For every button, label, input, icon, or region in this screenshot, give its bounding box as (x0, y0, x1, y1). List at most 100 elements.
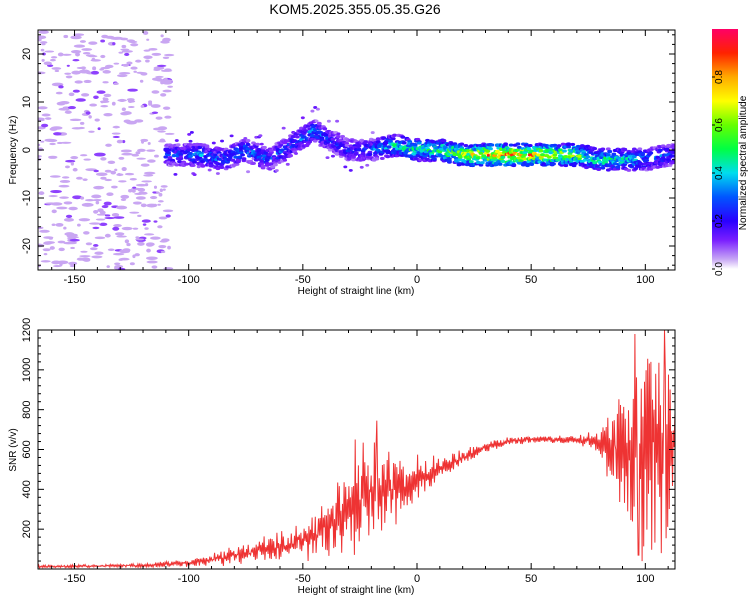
spectrogram-noise-cell (129, 262, 135, 266)
figure-title: KOM5.2025.355.05.35.G26 (269, 1, 440, 17)
spectrogram-noise-cell (91, 194, 102, 199)
spectrogram-noise-cell (129, 211, 140, 214)
spectrogram-noise-cell (137, 148, 146, 152)
spectrogram-ridge-cell (334, 152, 340, 156)
snr-marks (38, 330, 675, 569)
spectrogram-noise-cell (104, 216, 116, 220)
spectrogram-ridge-cell (611, 152, 617, 156)
spectrogram-cells (38, 30, 675, 270)
spectrogram-ridge-cell (184, 162, 189, 166)
spectrogram-ridge-cell (310, 109, 315, 113)
spectrogram-noise-cell (162, 106, 171, 110)
spectrogram-ridge-cell (188, 154, 193, 158)
spectrogram-ridge-cell (600, 166, 606, 170)
spectrogram-noise-cell (38, 191, 45, 196)
spectrogram-noise-cell (164, 115, 172, 119)
spectrogram-noise-cell (103, 113, 113, 117)
spectrogram-ridge-cell (441, 139, 447, 143)
spectrogram-noise-cell (122, 63, 129, 67)
spectrogram-noise-cell (68, 241, 78, 245)
spectrogram-y-tick-label: 20 (21, 48, 33, 60)
spectrogram-ridge-cell (219, 165, 225, 170)
spectrogram-ridge-cell (246, 170, 251, 174)
spectrogram-noise-cell (160, 40, 170, 44)
spectrogram-ridge-cell (600, 147, 606, 151)
spectrogram-marks (38, 30, 675, 270)
spectrogram-noise-cell (127, 88, 138, 92)
snr-y-tick-label: 400 (21, 480, 33, 498)
spectrogram-ridge-cell (268, 162, 274, 166)
spectrogram-ridge-cell (220, 160, 226, 164)
spectrogram-noise-cell (136, 71, 145, 74)
spectrogram-noise-cell (65, 159, 76, 163)
spectrogram-ridge-cell (259, 142, 264, 146)
spectrogram-noise-cell (162, 209, 174, 213)
spectrogram-noise-cell (153, 220, 158, 223)
spectrogram-ridge-cell (437, 150, 443, 154)
spectrogram-ridge-cell (526, 147, 532, 151)
spectrogram-noise-cell (153, 185, 158, 189)
spectrogram-noise-cell (102, 70, 111, 74)
spectrogram-noise-cell (143, 174, 154, 177)
spectrogram-noise-cell (94, 236, 106, 240)
spectrogram-noise-cell (135, 238, 145, 241)
spectrogram-noise-cell (81, 202, 94, 207)
spectrogram-ridge-cell (292, 139, 298, 143)
spectrogram-y-tick-label: -20 (21, 238, 33, 254)
spectrogram-x-tick-label: -150 (64, 274, 86, 286)
spectrogram-noise-cell (58, 85, 64, 89)
spectrogram-ridge-cell (529, 162, 535, 166)
spectrogram-ridge-cell (200, 164, 206, 168)
spectrogram-ridge-cell (497, 151, 503, 155)
spectrogram-noise-cell (124, 52, 130, 57)
spectrogram-noise-cell (53, 132, 62, 136)
spectrogram-noise-cell (112, 226, 120, 231)
spectrogram-ridge-cell (285, 162, 290, 166)
spectrogram-noise-cell (158, 200, 164, 203)
spectrogram-noise-cell (67, 106, 76, 110)
spectrogram-noise-cell (40, 48, 45, 52)
spectrogram-noise-cell (100, 105, 109, 108)
spectrogram-noise-cell (141, 219, 151, 223)
spectrogram-x-tick-label: 0 (414, 274, 420, 286)
spectrogram-ridge-cell (196, 165, 201, 169)
spectrogram-noise-cell (149, 236, 161, 240)
spectrogram-noise-cell (146, 260, 158, 264)
spectrogram-ridge-cell (562, 149, 567, 153)
spectrogram-noise-cell (50, 126, 63, 130)
spectrogram-noise-cell (146, 203, 158, 208)
spectrogram-noise-cell (111, 101, 116, 106)
spectrogram-noise-cell (68, 92, 75, 97)
spectrogram-ridge-cell (552, 143, 558, 147)
spectrogram-ridge-cell (323, 133, 329, 137)
spectrogram-ridge-cell (268, 148, 274, 153)
spectrogram-noise-cell (91, 255, 103, 259)
snr-y-tick-label: 1200 (21, 318, 33, 342)
spectrogram-ridge-cell (463, 143, 469, 148)
spectrogram-ridge-cell (496, 160, 502, 164)
spectrogram-noise-cell (158, 216, 168, 220)
spectrogram-ridge-cell (220, 139, 225, 143)
spectrogram-noise-cell (102, 97, 109, 102)
spectrogram-noise-cell (66, 64, 70, 67)
spectrogram-ridge-cell (234, 162, 240, 166)
spectrogram-ridge-cell (312, 139, 318, 143)
spectrogram-ridge-cell (492, 156, 498, 160)
snr-y-label: SNR (v/v) (8, 428, 19, 471)
spectrogram-noise-cell (83, 231, 90, 235)
colorbar-tick-label: 0.0 (714, 262, 725, 276)
spectrogram-ridge-cell (303, 129, 308, 133)
spectrogram-noise-cell (143, 49, 151, 52)
spectrogram-noise-cell (126, 120, 137, 125)
spectrogram-noise-cell (56, 141, 63, 145)
spectrogram-noise-cell (81, 48, 93, 51)
spectrogram-noise-cell (140, 104, 145, 108)
spectrogram-noise-cell (82, 178, 88, 181)
spectrogram-ridge-cell (385, 154, 391, 159)
spectrogram-ridge-cell (313, 106, 318, 109)
spectrogram-ridge-cell (359, 165, 364, 169)
colorbar-tick-label: 0.4 (714, 166, 725, 180)
spectrogram-noise-cell (80, 250, 88, 253)
spectrogram-noise-cell (163, 77, 168, 82)
spectrogram-ridge-cell (488, 147, 493, 151)
